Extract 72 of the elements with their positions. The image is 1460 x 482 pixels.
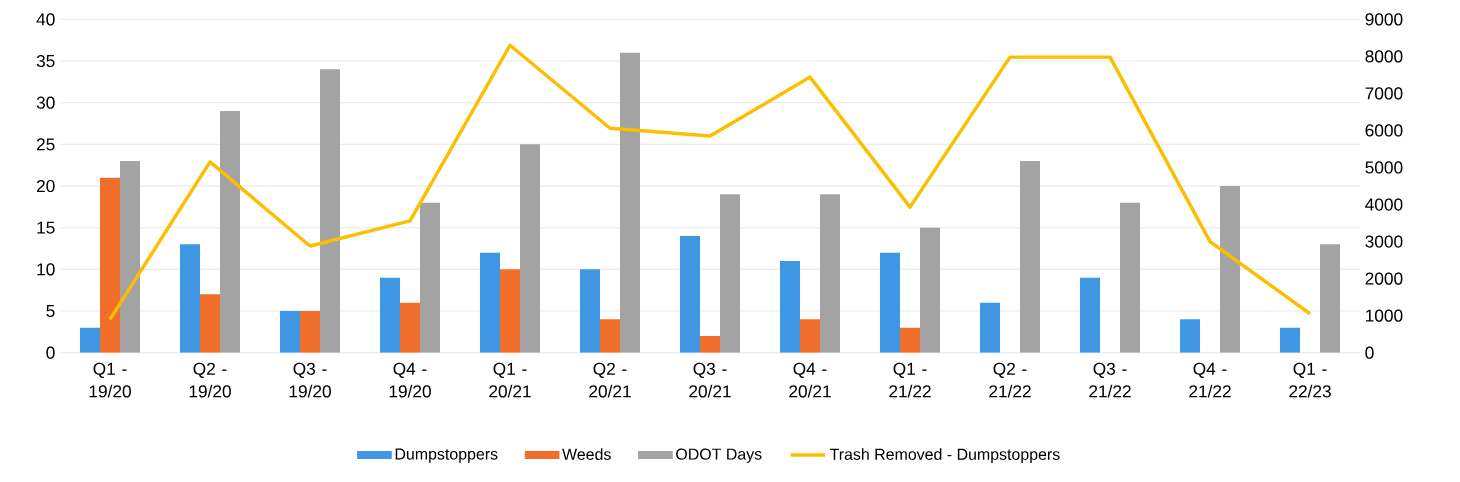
bar xyxy=(400,302,421,353)
y2-tick-label: 3000 xyxy=(1365,235,1403,248)
y2-tick-label: 7000 xyxy=(1365,87,1403,100)
y2-tick-label: 8000 xyxy=(1365,50,1403,63)
bar xyxy=(1020,161,1041,353)
y-tick-label: 10 xyxy=(37,263,55,276)
bar xyxy=(700,336,721,353)
bar xyxy=(980,302,1001,353)
bar xyxy=(1180,319,1201,353)
x-tick-label: Q2 - 20/21 xyxy=(589,362,631,398)
y-tick-label: 35 xyxy=(36,54,55,68)
x-tick-label: Q3 - 21/22 xyxy=(1089,362,1131,398)
bar xyxy=(220,111,240,353)
y-tick-label: 20 xyxy=(36,179,55,193)
y-tick-label: 0 xyxy=(46,346,55,359)
x-tick-label: Q3 - 19/20 xyxy=(289,362,331,398)
bar xyxy=(620,52,641,353)
y-tick-label: 40 xyxy=(36,13,55,26)
bar xyxy=(300,311,321,353)
x-tick-label: Q2 - 21/22 xyxy=(989,362,1031,398)
bar xyxy=(320,69,341,353)
bar xyxy=(800,319,821,353)
legend-label: ODOT Days xyxy=(676,448,762,463)
line-series xyxy=(108,43,1312,322)
bar xyxy=(820,194,841,353)
y-tick-label: 30 xyxy=(36,96,55,109)
y2-tick-label: 6000 xyxy=(1365,124,1403,137)
bar xyxy=(1120,202,1141,353)
bar xyxy=(580,269,601,353)
x-tick-label: Q1 - 20/21 xyxy=(489,362,531,398)
bar xyxy=(100,177,120,353)
bar xyxy=(1320,244,1341,353)
y-tick-label: 5 xyxy=(46,304,55,318)
legend-label: Trash Removed - Dumpstoppers xyxy=(829,448,1060,464)
y-tick-label: 25 xyxy=(36,138,55,151)
bar xyxy=(1080,277,1101,353)
bar xyxy=(180,244,200,353)
x-tick-label: Q1 - 19/20 xyxy=(89,362,131,398)
x-tick-label: Q1 - 22/23 xyxy=(1289,362,1331,398)
y2-tick-label: 4000 xyxy=(1365,198,1403,211)
bar xyxy=(200,294,220,353)
bar xyxy=(480,252,501,353)
bar xyxy=(720,194,741,353)
bar xyxy=(380,277,401,353)
y2-tick-label: 5000 xyxy=(1365,161,1403,174)
x-tick-label: Q2 - 19/20 xyxy=(189,362,231,398)
bar xyxy=(880,252,901,353)
y-tick-label: 15 xyxy=(37,221,55,234)
bar xyxy=(500,269,521,353)
bar xyxy=(1220,186,1241,353)
bar xyxy=(420,202,441,353)
bar xyxy=(120,161,140,353)
bar xyxy=(280,311,301,353)
bar xyxy=(520,144,541,353)
y2-tick-label: 2000 xyxy=(1365,272,1403,285)
bar xyxy=(920,227,941,353)
y2-tick-label: 1000 xyxy=(1366,309,1403,322)
bar xyxy=(600,319,621,353)
bar xyxy=(680,236,701,353)
bar xyxy=(1280,327,1301,353)
x-tick-label: Q4 - 21/22 xyxy=(1189,362,1231,398)
bar xyxy=(900,327,921,353)
x-tick-label: Q3 - 20/21 xyxy=(689,362,731,398)
y2-tick-label: 0 xyxy=(1365,346,1374,359)
bar xyxy=(780,261,801,353)
x-tick-label: Q1 - 21/22 xyxy=(889,362,931,398)
x-tick-label: Q4 - 20/21 xyxy=(789,362,831,398)
legend-label: Dumpstoppers xyxy=(395,448,498,463)
legend-label: Weeds xyxy=(562,448,611,460)
bar xyxy=(80,327,100,353)
x-tick-label: Q4 - 19/20 xyxy=(389,362,431,398)
y2-tick-label: 9000 xyxy=(1365,13,1403,26)
